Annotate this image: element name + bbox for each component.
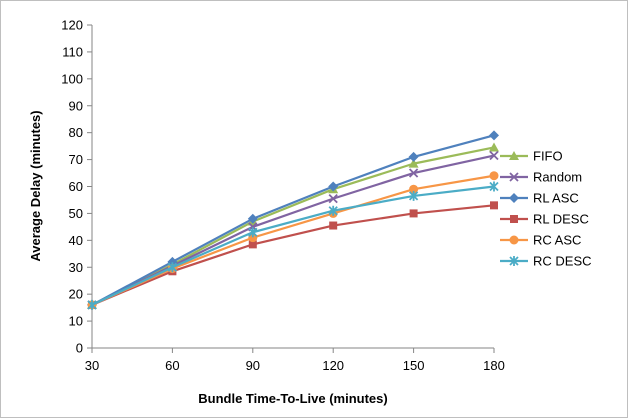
data-point-random [328,193,338,204]
legend-label-rl-asc: RL ASC [533,191,579,206]
series-rl-asc [87,130,499,310]
series-rc-desc [87,181,499,310]
x-tick-label: 90 [246,358,260,373]
data-point-rc-desc [489,181,499,192]
x-tick-label: 60 [165,358,179,373]
data-point-rc-desc [87,299,97,310]
data-point-rl-desc [329,221,338,230]
series-line-rc-desc [91,185,495,306]
data-point-rl-desc [409,209,418,218]
legend-item-rc-desc: RC DESC [500,254,592,269]
data-point-rc-desc [167,262,178,273]
data-point-random [489,150,499,161]
legend-item-rl-desc: RL DESC [500,212,589,227]
series-rc-asc [87,171,499,310]
data-point-fifo [408,158,419,168]
legend-marker-random [509,172,519,182]
legend-label-rl-desc: RL DESC [533,212,589,227]
plot-area [87,130,499,310]
series-rl-desc [88,201,498,309]
y-axis-title: Average Delay (minutes) [28,110,43,261]
legend: FIFO Random RL ASC RL DESC RC ASC RC DESC [500,149,592,269]
y-tick-label: 30 [69,260,83,275]
data-point-rl-asc [489,130,499,141]
data-point-random [408,168,419,178]
legend-label-random: Random [533,170,582,185]
y-tick-label: 60 [69,179,83,194]
legend-marker-rc-desc [509,256,519,266]
series-random [87,150,499,310]
y-tick-label: 10 [69,314,83,329]
data-point-rl-desc [490,201,498,210]
y-tick-label: 40 [69,233,83,248]
series-line-random [91,154,495,306]
data-point-rc-desc [328,205,338,216]
data-point-rl-asc [328,181,339,192]
legend-marker-rc-asc [509,235,519,245]
legend-label-fifo: FIFO [533,149,563,164]
x-tick-label: 120 [322,358,344,373]
y-tick-label: 70 [69,152,83,167]
data-point-rl-asc [408,151,419,162]
legend-label-rc-asc: RC ASC [533,233,581,248]
data-point-rc-desc [408,190,419,201]
legend-item-rc-asc: RC ASC [500,233,581,248]
data-point-rc-desc [248,227,258,238]
y-tick-label: 0 [76,341,83,356]
legend-marker-fifo [509,151,519,160]
legend-label-rc-desc: RC DESC [533,254,592,269]
x-tick-label: 30 [85,358,99,373]
data-point-rl-desc [248,240,257,249]
data-point-rl-asc [247,213,258,224]
axes: 0 10 20 30 40 50 60 70 80 90 100 110 120 30 60 90 120 150… [61,18,505,374]
series-line-rc-asc [91,174,495,306]
legend-item-fifo: FIFO [500,149,563,164]
legend-marker-rl-desc [510,215,518,223]
legend-item-rl-asc: RL ASC [500,191,579,206]
y-tick-label: 80 [69,125,83,140]
y-tick-label: 20 [69,287,83,302]
x-axis-title: Bundle Time-To-Live (minutes) [198,391,387,406]
series-line-rl-asc [91,134,495,306]
legend-item-random: Random [500,170,582,185]
data-point-rc-asc [409,184,419,194]
y-tick-label: 50 [69,206,83,221]
data-point-fifo [489,142,499,152]
y-tick-label: 90 [69,98,83,113]
series-line-rl-desc [91,204,495,306]
y-tick-label: 110 [62,44,83,59]
legend-marker-rl-asc [509,193,519,203]
data-point-rc-asc [489,171,499,181]
y-tick-label: 120 [61,18,83,33]
x-tick-label: 150 [403,358,425,373]
x-tick-label: 180 [483,358,505,373]
y-tick-label: 100 [61,71,83,86]
